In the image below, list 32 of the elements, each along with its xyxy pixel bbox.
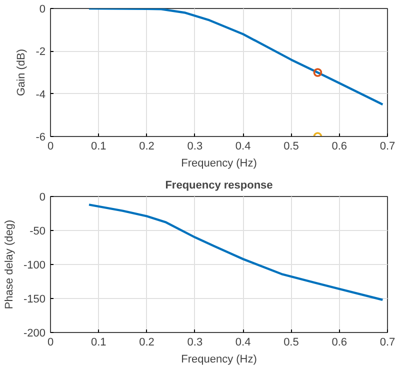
x-tick-label: 0.6	[332, 336, 348, 348]
y-tick-label: 0	[39, 192, 46, 204]
y-tick-label: -50	[30, 226, 46, 238]
y-tick-label: -200	[23, 328, 46, 340]
chart-title: Frequency response	[165, 180, 273, 192]
x-tick-label: 0.5	[284, 336, 299, 348]
y-tick-label: -4	[36, 88, 46, 101]
x-tick-label: 0.2	[139, 336, 154, 348]
x-tick-label: 0.7	[380, 140, 396, 152]
x-axis-title: Frequency (Hz)	[181, 158, 257, 170]
x-tick-label: 0.6	[332, 140, 348, 152]
y-tick-label: 0	[39, 4, 46, 16]
x-tick-label: 0.7	[380, 336, 396, 348]
x-tick-label: 0.3	[187, 140, 203, 152]
x-axis-title: Frequency (Hz)	[181, 354, 257, 366]
x-tick-label: 0.1	[90, 140, 106, 152]
y-axis-title: Phase delay (deg)	[3, 220, 16, 310]
x-tick-label: 0.5	[284, 140, 299, 152]
x-tick-label: 0.4	[235, 140, 251, 152]
y-axis-title: Gain (dB)	[16, 48, 28, 96]
x-tick-label: 0.2	[139, 140, 154, 152]
y-tick-label: -6	[36, 132, 46, 144]
x-tick-label: 0	[47, 336, 54, 348]
y-tick-label: -150	[23, 294, 46, 306]
y-tick-label: -100	[23, 260, 46, 272]
line-series	[88, 8, 384, 106]
x-tick-label: 0.4	[235, 336, 251, 348]
y-tick-label: -2	[36, 46, 46, 58]
line-series	[88, 204, 384, 301]
x-tick-label: 0.1	[90, 336, 106, 348]
x-tick-label: 0.3	[187, 336, 203, 348]
x-tick-label: 0	[47, 140, 54, 152]
